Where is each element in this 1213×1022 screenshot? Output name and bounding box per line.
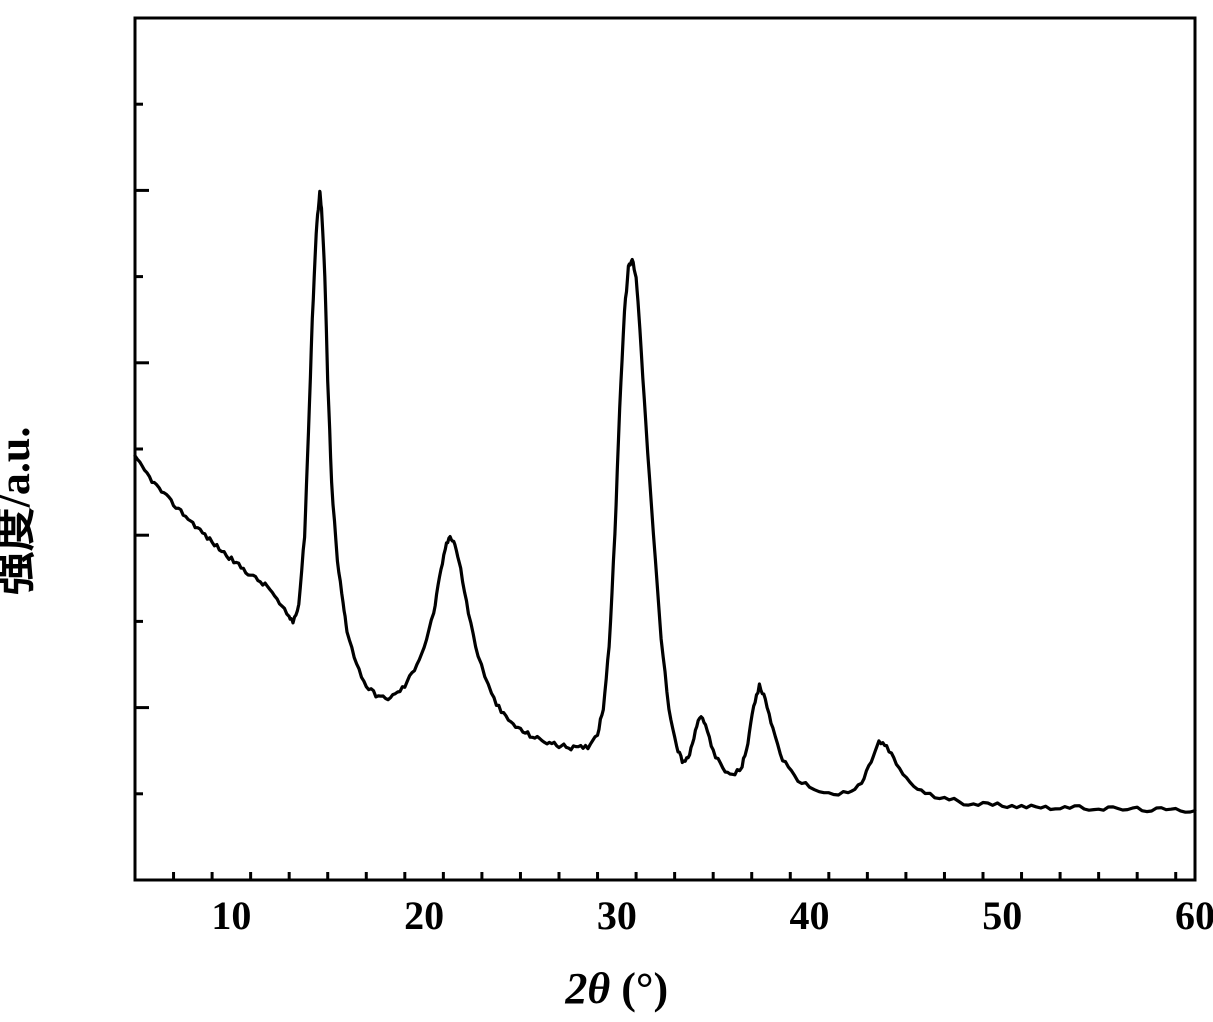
x-tick-label: 20 bbox=[404, 892, 444, 939]
x-tick-label: 10 bbox=[211, 892, 251, 939]
xrd-chart: 强度/a.u. 2θ (°) 10 20 30 40 50 60 bbox=[0, 0, 1213, 1022]
x-tick-label: 50 bbox=[982, 892, 1022, 939]
x-tick-label: 40 bbox=[790, 892, 830, 939]
x-tick-label: 60 bbox=[1175, 892, 1213, 939]
x-tick-label: 30 bbox=[597, 892, 637, 939]
chart-svg bbox=[0, 0, 1213, 1022]
x-axis-label: 2θ (°) bbox=[565, 963, 668, 1014]
y-axis-label: 强度/a.u. bbox=[0, 427, 42, 596]
